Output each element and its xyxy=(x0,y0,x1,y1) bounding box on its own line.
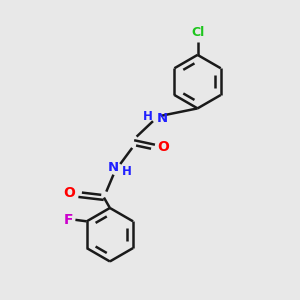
Text: O: O xyxy=(63,186,75,200)
Text: N: N xyxy=(108,161,119,174)
Text: H: H xyxy=(122,165,132,178)
Text: F: F xyxy=(64,213,74,227)
Text: O: O xyxy=(157,140,169,154)
Text: N: N xyxy=(157,112,168,125)
Text: Cl: Cl xyxy=(191,26,204,38)
Text: H: H xyxy=(143,110,153,123)
